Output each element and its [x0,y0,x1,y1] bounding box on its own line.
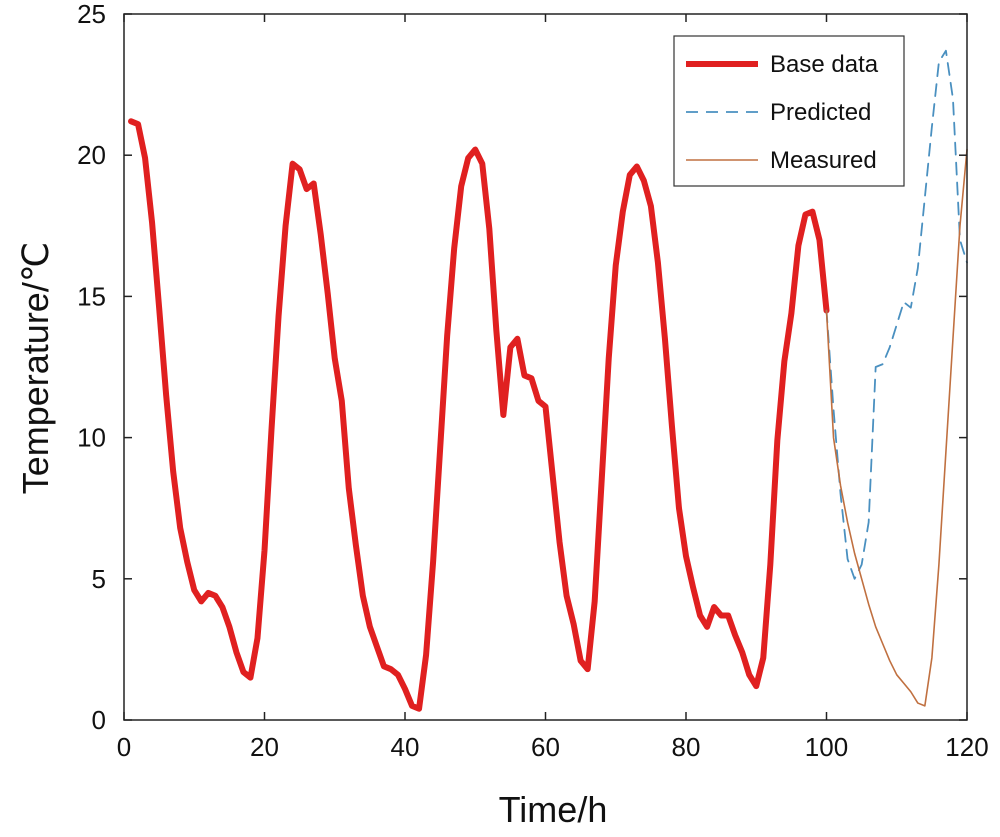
y-tick-label: 0 [92,705,106,735]
x-axis-title: Time/h [499,789,608,830]
legend-label: Predicted [770,99,871,126]
y-tick-label: 5 [92,564,106,594]
series-line-predicted [825,49,968,580]
series-line-base-data [128,118,830,712]
y-tick-label: 20 [77,140,106,170]
series-line-measured [825,148,968,707]
series-layer [128,49,968,712]
y-tick-label: 25 [77,0,106,29]
x-tick-label: 60 [531,732,560,762]
y-tick-label: 15 [77,281,106,311]
y-axis-title: Temperature/℃ [15,242,56,495]
x-tick-label: 0 [117,732,131,762]
x-tick-label: 120 [945,732,988,762]
legend: Base data Predicted Measured [673,35,905,187]
x-tick-label: 40 [391,732,420,762]
ticks-layer: 0 20 40 60 80 100 120 0 5 10 15 20 25 [77,0,989,762]
x-tick-label: 100 [805,732,848,762]
y-tick-label: 10 [77,423,106,453]
legend-label: Measured [770,147,877,174]
x-tick-label: 80 [672,732,701,762]
x-tick-label: 20 [250,732,279,762]
legend-label: Base data [770,51,879,78]
